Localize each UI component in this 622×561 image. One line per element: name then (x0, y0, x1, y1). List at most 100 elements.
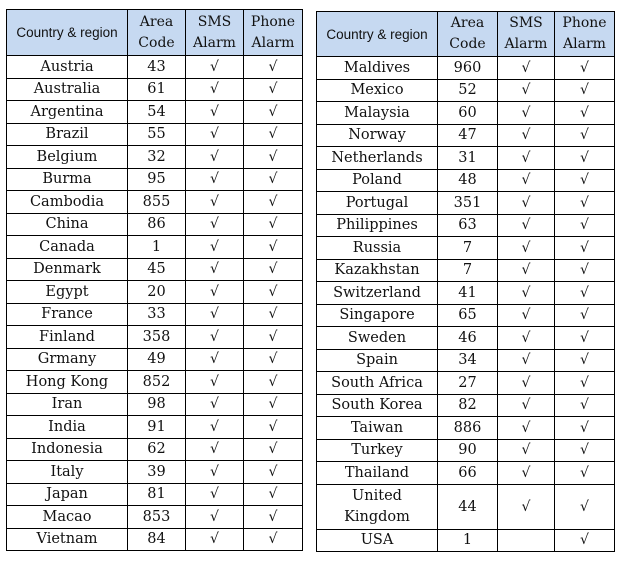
phone-alarm-cell: √ (243, 302, 303, 326)
phone-alarm-cell: √ (554, 236, 615, 260)
area-code-cell: 41 (437, 281, 498, 305)
check-mark-icon: √ (580, 172, 589, 189)
check-mark-icon: √ (210, 306, 219, 323)
table-row: Russia 7 √ √ (316, 236, 615, 260)
area-code-cell: 55 (127, 122, 186, 146)
country-name: Mexico (350, 82, 404, 99)
phone-alarm-cell: √ (243, 257, 303, 281)
country-cell: Finland (6, 325, 128, 349)
area-code: 41 (458, 284, 477, 301)
sms-alarm-cell: √ (497, 168, 555, 192)
check-mark-icon: √ (521, 284, 531, 301)
sms-alarm-cell: √ (185, 505, 244, 529)
area-code-cell: 95 (127, 167, 186, 191)
check-mark-icon: √ (521, 352, 531, 369)
check-mark-icon: √ (268, 238, 278, 255)
area-code-cell: 61 (127, 77, 186, 101)
country-name: Russia (352, 239, 402, 256)
check-mark-icon: √ (268, 486, 278, 503)
check-mark-icon: √ (210, 58, 219, 75)
phone-alarm-cell: √ (554, 438, 615, 462)
area-code: 7 (462, 262, 473, 279)
country-name: Burma (42, 171, 92, 188)
country-cell: Spain (316, 348, 438, 372)
area-code-cell: 33 (127, 302, 186, 326)
check-mark-icon: √ (521, 442, 531, 459)
area-code-cell: 852 (127, 370, 186, 394)
country-name: Taiwan (350, 419, 404, 436)
check-mark-icon: √ (210, 351, 219, 368)
table-row: Argentina 54 √ √ (6, 100, 303, 124)
table-row: Kazakhstan 7 √ √ (316, 258, 615, 282)
check-mark-icon: √ (521, 498, 531, 515)
country-cell: United Kingdom (316, 483, 438, 530)
check-mark-icon: √ (580, 239, 589, 256)
table-row: Vietnam 84 √ √ (6, 527, 303, 551)
sms-alarm-cell: √ (185, 302, 244, 326)
check-mark-icon: √ (210, 418, 219, 435)
sms-alarm-cell: √ (185, 145, 244, 169)
country-cell: Burma (6, 167, 128, 191)
check-mark-icon: √ (268, 418, 278, 435)
country-cell: Switzerland (316, 281, 438, 305)
area-code-cell: 54 (127, 100, 186, 124)
header-country: Country & region (316, 11, 438, 57)
header-sms-alarm: SMS Alarm (185, 9, 244, 56)
area-code: 20 (147, 283, 166, 300)
check-mark-icon: √ (268, 328, 278, 345)
table-row: United Kingdom 44 √ √ (316, 483, 615, 530)
header-row: Country & region Area Code SMS Alarm Phone… (316, 11, 615, 57)
country-cell: France (6, 302, 128, 326)
check-mark-icon: √ (268, 193, 278, 210)
sms-alarm-cell: √ (185, 482, 244, 506)
check-mark-icon: √ (210, 441, 219, 458)
area-code-cell: 91 (127, 415, 186, 439)
country-name: Austria (40, 58, 94, 75)
check-mark-icon: √ (580, 307, 589, 324)
area-code: 82 (458, 397, 477, 414)
area-code: 63 (458, 217, 477, 234)
phone-alarm-cell: √ (243, 415, 303, 439)
area-code: 1 (462, 532, 473, 549)
sms-alarm-cell: √ (497, 348, 555, 372)
check-mark-icon: √ (268, 396, 278, 413)
sms-alarm-cell: √ (185, 347, 244, 371)
sms-alarm-cell: √ (497, 123, 555, 147)
check-mark-icon: √ (210, 126, 219, 143)
check-mark-icon: √ (210, 216, 219, 233)
area-code: 90 (458, 442, 477, 459)
area-code: 43 (147, 58, 166, 75)
country-cell: Malaysia (316, 101, 438, 125)
area-code-cell: 62 (127, 437, 186, 461)
area-code-cell: 34 (437, 348, 498, 372)
country-cell: Grmany (6, 347, 128, 371)
country-name: Hong Kong (25, 373, 109, 390)
country-cell: Norway (316, 123, 438, 147)
area-code-cell: 44 (437, 483, 498, 530)
area-code: 351 (453, 194, 482, 211)
area-code: 86 (147, 216, 166, 233)
check-mark-icon: √ (210, 486, 219, 503)
area-code: 49 (147, 351, 166, 368)
phone-alarm-cell: √ (243, 77, 303, 101)
sms-alarm-cell: √ (185, 325, 244, 349)
phone-alarm-cell: √ (554, 483, 615, 530)
check-mark-icon: √ (210, 396, 219, 413)
area-code-cell: 960 (437, 56, 498, 80)
country-cell: Cambodia (6, 190, 128, 214)
sms-alarm-cell: √ (497, 326, 555, 350)
header-sms-alarm: SMS Alarm (497, 11, 555, 57)
country-cell: South Korea (316, 393, 438, 417)
country-name: Argentina (30, 103, 104, 120)
check-mark-icon: √ (580, 498, 589, 515)
sms-alarm-cell: √ (185, 415, 244, 439)
table-row: Philippines 63 √ √ (316, 213, 615, 237)
country-name: Singapore (339, 307, 415, 324)
check-mark-icon: √ (580, 82, 589, 99)
table-row: Egypt 20 √ √ (6, 280, 303, 304)
area-code: 46 (458, 329, 477, 346)
country-cell: Australia (6, 77, 128, 101)
country-cell: Brazil (6, 122, 128, 146)
phone-alarm-cell: √ (243, 167, 303, 191)
country-name: Japan (46, 486, 88, 503)
